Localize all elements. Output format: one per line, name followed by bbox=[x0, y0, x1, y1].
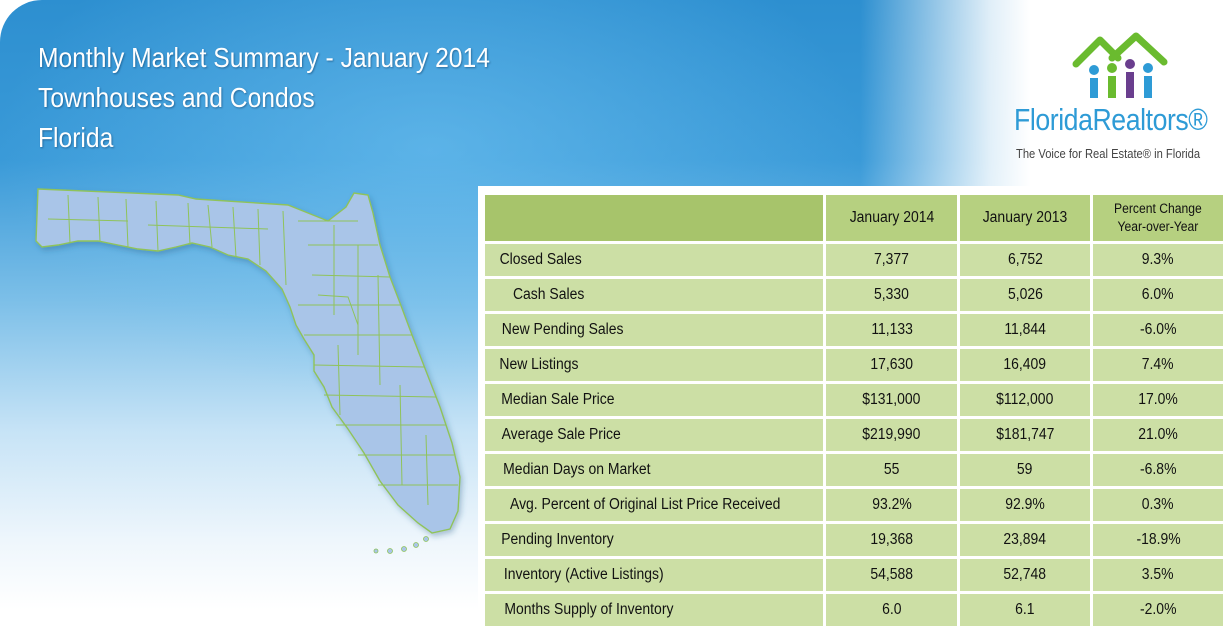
cell-jan-2013: 6.1 bbox=[959, 594, 1091, 626]
table-row: New Listings 17,630 16,409 7.4% bbox=[485, 349, 1223, 381]
cell-jan-2013: 11,844 bbox=[959, 314, 1091, 346]
cell-jan-2013: $181,747 bbox=[959, 419, 1091, 451]
cell-percent-change: -6.8% bbox=[1093, 454, 1223, 486]
summary-table-panel: January 2014 January 2013 Percent Change… bbox=[478, 186, 1230, 626]
column-header-percent-change: Percent Change Year-over-Year bbox=[1093, 195, 1223, 241]
cell-jan-2014: 7,377 bbox=[826, 244, 957, 276]
cell-percent-change: 9.3% bbox=[1093, 244, 1223, 276]
table-row: Pending Inventory 19,368 23,894 -18.9% bbox=[485, 524, 1223, 556]
row-label: Median Sale Price bbox=[485, 384, 824, 416]
row-label: Inventory (Active Listings) bbox=[485, 559, 824, 591]
cell-percent-change: -18.9% bbox=[1093, 524, 1223, 556]
cell-percent-change: 7.4% bbox=[1093, 349, 1223, 381]
cell-jan-2013: 5,026 bbox=[959, 279, 1091, 311]
row-label: Months Supply of Inventory bbox=[485, 594, 824, 626]
page-title: Monthly Market Summary - January 2014 To… bbox=[38, 38, 490, 158]
cell-jan-2014: 5,330 bbox=[826, 279, 957, 311]
cell-percent-change: 0.3% bbox=[1093, 489, 1223, 521]
header-blank-cell bbox=[485, 195, 824, 241]
cell-jan-2014: 93.2% bbox=[826, 489, 957, 521]
cell-percent-change: 21.0% bbox=[1093, 419, 1223, 451]
cell-jan-2014: 17,630 bbox=[826, 349, 957, 381]
cell-percent-change: -2.0% bbox=[1093, 594, 1223, 626]
cell-percent-change: -6.0% bbox=[1093, 314, 1223, 346]
table-row: Months Supply of Inventory 6.0 6.1 -2.0% bbox=[485, 594, 1223, 626]
county-lines bbox=[47, 194, 458, 506]
cell-jan-2014: $219,990 bbox=[826, 419, 957, 451]
title-line-2: Townhouses and Condos bbox=[38, 82, 315, 113]
cell-jan-2013: 52,748 bbox=[959, 559, 1091, 591]
table-row: Avg. Percent of Original List Price Rece… bbox=[485, 489, 1223, 521]
cell-percent-change: 17.0% bbox=[1093, 384, 1223, 416]
table-row: Average Sale Price $219,990 $181,747 21.… bbox=[485, 419, 1223, 451]
table-row: Median Days on Market 55 59 -6.8% bbox=[485, 454, 1223, 486]
table-row: New Pending Sales 11,133 11,844 -6.0% bbox=[485, 314, 1223, 346]
table-row: Closed Sales 7,377 6,752 9.3% bbox=[485, 244, 1223, 276]
florida-keys bbox=[373, 536, 429, 554]
cell-jan-2014: $131,000 bbox=[826, 384, 957, 416]
cell-jan-2013: 59 bbox=[959, 454, 1091, 486]
title-line-3: Florida bbox=[38, 122, 114, 153]
row-label: Avg. Percent of Original List Price Rece… bbox=[485, 489, 824, 521]
cell-jan-2013: $112,000 bbox=[959, 384, 1091, 416]
summary-table: January 2014 January 2013 Percent Change… bbox=[482, 192, 1226, 629]
row-label: Closed Sales bbox=[485, 244, 824, 276]
table-row: Inventory (Active Listings) 54,588 52,74… bbox=[485, 559, 1223, 591]
cell-jan-2014: 19,368 bbox=[826, 524, 957, 556]
row-label: Cash Sales bbox=[485, 279, 824, 311]
cell-jan-2013: 92.9% bbox=[959, 489, 1091, 521]
cell-percent-change: 3.5% bbox=[1093, 559, 1223, 591]
table-row: Cash Sales 5,330 5,026 6.0% bbox=[485, 279, 1223, 311]
row-label: Average Sale Price bbox=[485, 419, 824, 451]
cell-jan-2014: 54,588 bbox=[826, 559, 957, 591]
cell-percent-change: 6.0% bbox=[1093, 279, 1223, 311]
cell-jan-2014: 6.0 bbox=[826, 594, 957, 626]
florida-county-map bbox=[35, 188, 461, 554]
table-header-row: January 2014 January 2013 Percent Change… bbox=[485, 195, 1223, 241]
houses-people-icon bbox=[1072, 32, 1168, 98]
florida-realtors-logo: FloridaRealtors® The Voice for Real Esta… bbox=[1000, 30, 1228, 170]
column-header-jan-2013: January 2013 bbox=[959, 195, 1091, 241]
table-row: Median Sale Price $131,000 $112,000 17.0… bbox=[485, 384, 1223, 416]
row-label: New Listings bbox=[485, 349, 824, 381]
logo-tagline: The Voice for Real Estate® in Florida bbox=[1016, 146, 1201, 161]
cell-jan-2013: 16,409 bbox=[959, 349, 1091, 381]
column-header-jan-2014: January 2014 bbox=[826, 195, 957, 241]
title-line-1: Monthly Market Summary - January 2014 bbox=[38, 42, 490, 73]
row-label: New Pending Sales bbox=[485, 314, 824, 346]
cell-jan-2014: 55 bbox=[826, 454, 957, 486]
row-label: Pending Inventory bbox=[485, 524, 824, 556]
cell-jan-2013: 23,894 bbox=[959, 524, 1091, 556]
cell-jan-2014: 11,133 bbox=[826, 314, 957, 346]
cell-jan-2013: 6,752 bbox=[959, 244, 1091, 276]
row-label: Median Days on Market bbox=[485, 454, 824, 486]
logo-name: FloridaRealtors® bbox=[1014, 102, 1208, 137]
